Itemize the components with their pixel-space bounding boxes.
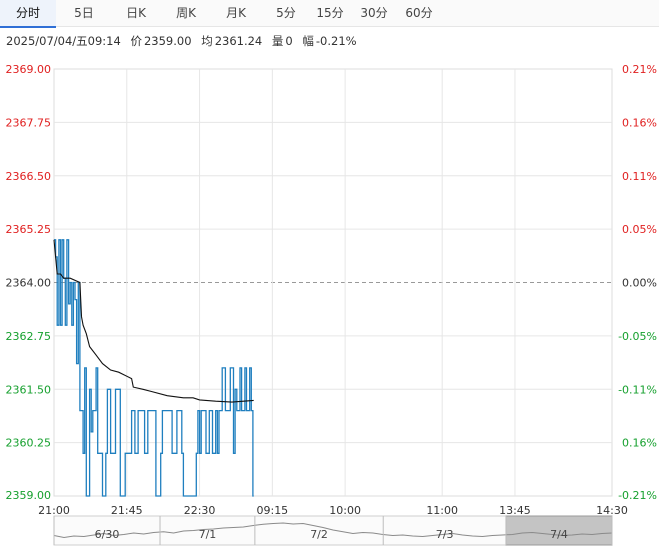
y-tick-label-left: 2366.50 — [6, 170, 52, 183]
average-line — [53, 239, 254, 403]
tab-4[interactable]: 月K — [226, 6, 246, 20]
y-tick-label-left: 2359.00 — [6, 489, 52, 502]
tab-1[interactable]: 5日 — [74, 6, 94, 20]
y-tick-label-right: 0.21% — [622, 63, 657, 76]
tab-8[interactable]: 60分 — [405, 6, 433, 20]
info-avg-label: 均 — [201, 34, 213, 48]
info-change: -0.21% — [315, 34, 357, 48]
y-tick-label-left: 2369.00 — [6, 63, 52, 76]
y-tick-label-right: 0.16% — [622, 116, 657, 129]
overview-frame — [53, 515, 613, 546]
info-change-label: 幅 — [302, 34, 314, 48]
x-tick-label: 21:45 — [111, 504, 143, 517]
x-tick-label: 21:00 — [38, 504, 70, 517]
tab-6[interactable]: 15分 — [316, 6, 344, 20]
y-tick-label-right: -0.21% — [618, 489, 657, 502]
y-tick-label-right: -0.05% — [618, 330, 657, 343]
y-tick-label-left: 2364.00 — [6, 277, 52, 290]
y-tick-label-right: 0.11% — [622, 170, 657, 183]
x-tick-label: 09:15 — [256, 504, 288, 517]
tab-2[interactable]: 日K — [126, 6, 146, 20]
y-tick-label-right: 0.16% — [622, 437, 657, 450]
overview-day-label: 6/30 — [95, 528, 120, 541]
overview-day-label: 7/1 — [199, 528, 217, 541]
tab-7[interactable]: 30分 — [360, 6, 388, 20]
tab-5[interactable]: 5分 — [276, 6, 296, 20]
tab-0[interactable]: 分时 — [0, 0, 56, 28]
x-tick-label: 11:00 — [426, 504, 458, 517]
overview-profile — [53, 522, 613, 539]
x-tick-label: 10:00 — [329, 504, 361, 517]
timeframe-tabs: 分时 5日 日K 周K 月K 5分 15分 30分 60分 — [0, 0, 659, 28]
overview-day-label: 7/3 — [436, 528, 454, 541]
x-tick-label: 13:45 — [499, 504, 531, 517]
plot-frame — [53, 68, 613, 497]
y-tick-label-right: -0.11% — [618, 383, 657, 396]
y-tick-label-left: 2367.75 — [6, 116, 52, 129]
x-tick-label: 14:30 — [596, 504, 628, 517]
y-tick-label-right: 0.00% — [622, 277, 657, 290]
info-price-label: 价 — [130, 34, 142, 48]
y-tick-label-left: 2362.75 — [6, 330, 52, 343]
y-tick-label-right: 0.05% — [622, 223, 657, 236]
y-tick-label-left: 2365.25 — [6, 223, 52, 236]
info-avg: 2361.24 — [214, 34, 263, 48]
overview-day-label: 7/4 — [550, 528, 568, 541]
info-price: 2359.00 — [143, 34, 192, 48]
x-tick-label: 22:30 — [184, 504, 216, 517]
y-tick-label-left: 2360.25 — [6, 437, 52, 450]
overview-window — [505, 515, 613, 546]
info-volume: 0 — [285, 34, 293, 48]
y-tick-label-left: 2361.50 — [6, 383, 52, 396]
overview-day-label: 7/2 — [310, 528, 328, 541]
price-line — [54, 239, 254, 497]
info-datetime: 2025/07/04/五09:14 — [6, 34, 121, 48]
tab-3[interactable]: 周K — [176, 6, 196, 20]
info-volume-label: 量 — [271, 34, 284, 48]
